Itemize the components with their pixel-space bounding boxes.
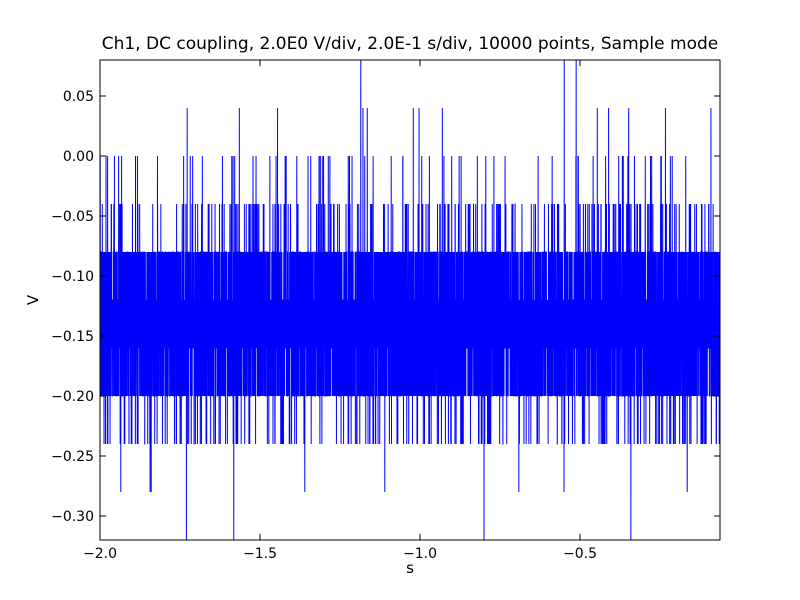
y-axis-label: V xyxy=(24,294,42,305)
y-tick-label: 0.05 xyxy=(63,89,94,105)
plot-frame xyxy=(99,59,721,541)
plot-area xyxy=(99,59,721,541)
y-axis: 0.05 0.00 −0.05 −0.10 −0.15 −0.20 −0.25 −0.30 xyxy=(51,89,720,525)
y-tick-label: 0.00 xyxy=(63,149,94,165)
y-tick-label: −0.10 xyxy=(51,269,94,285)
y-tick-label: −0.30 xyxy=(51,509,94,525)
chart-title: Ch1, DC coupling, 2.0E0 V/div, 2.0E-1 s/… xyxy=(102,34,718,54)
x-tick-label: −1.5 xyxy=(243,546,277,562)
y-tick-label: −0.20 xyxy=(51,389,94,405)
x-tick-label: −2.0 xyxy=(83,546,117,562)
y-tick-label: −0.05 xyxy=(51,209,94,225)
series-line xyxy=(100,60,720,540)
x-axis-label: s xyxy=(406,559,414,577)
y-tick-label: −0.15 xyxy=(51,329,94,345)
y-tick-label: −0.25 xyxy=(51,449,94,465)
x-tick-label: −0.5 xyxy=(563,546,597,562)
x-tick-label: −1.0 xyxy=(403,546,437,562)
x-axis: −2.0 −1.5 −1.0 −0.5 xyxy=(83,60,597,562)
